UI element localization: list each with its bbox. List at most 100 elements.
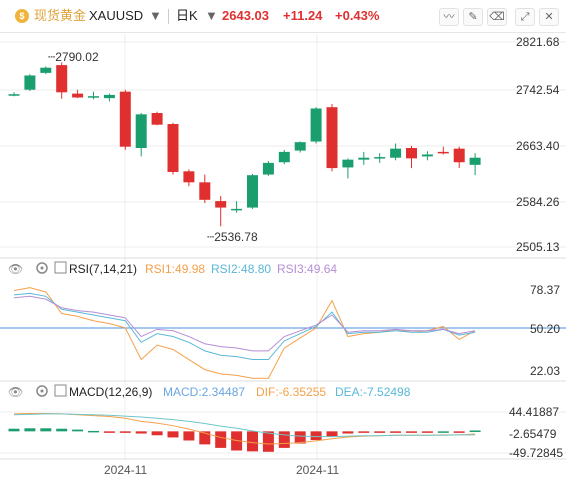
price-tick-label: 2742.54 xyxy=(516,83,560,97)
macd-histogram-bar xyxy=(56,428,68,432)
candle xyxy=(374,153,386,163)
candle xyxy=(358,151,370,165)
macd-grid xyxy=(0,411,566,454)
candle xyxy=(437,146,449,155)
candle-body xyxy=(469,157,481,165)
candle xyxy=(231,201,243,213)
candle xyxy=(119,89,131,150)
candle-body xyxy=(40,67,52,73)
candle xyxy=(88,91,99,100)
symbol-name[interactable]: 现货黄金 xyxy=(34,8,87,23)
candle xyxy=(262,160,274,176)
indicator-toggle-icon[interactable] xyxy=(54,261,67,274)
close-icon[interactable]: ✕ xyxy=(539,8,559,26)
time-tick-label: 2024-11 xyxy=(104,463,147,477)
macd-histogram-bar xyxy=(421,431,433,433)
candle-body xyxy=(326,107,338,169)
macd-histogram-bar xyxy=(8,428,20,432)
expand-icon[interactable]: ⤢ xyxy=(515,8,535,26)
candle-body xyxy=(183,171,195,183)
chevron-down-icon[interactable]: ▼ xyxy=(149,8,162,23)
candle-body xyxy=(167,124,179,172)
dea-line xyxy=(13,413,476,438)
macd-histogram-bar xyxy=(342,431,354,434)
rsi3-value: RSI3:49.64 xyxy=(277,262,337,276)
macd-header: 👁 MACD(12,26,9) MACD:2.34487 DIF:-6.3525… xyxy=(8,384,411,399)
ticker-symbol[interactable]: XAUUSD xyxy=(89,8,144,23)
line-chart-icon[interactable]: 〰 xyxy=(439,8,459,26)
last-price: 2643.03 xyxy=(222,8,269,23)
candle xyxy=(406,146,417,169)
candle xyxy=(199,174,211,204)
macd-histogram-bar xyxy=(247,431,258,452)
candles xyxy=(8,62,481,227)
candle-body xyxy=(199,182,211,200)
macd-histogram-bar xyxy=(374,431,386,433)
candle-body xyxy=(437,151,449,154)
chart-header: $ 现货黄金 XAUUSD ▼ 日K ▼ 2643.03 +11.24 +0.4… xyxy=(0,0,566,33)
candle-body xyxy=(342,159,354,168)
rsi-line-1 xyxy=(13,287,476,379)
candle-body xyxy=(310,108,322,142)
candle-body xyxy=(358,157,370,160)
macd-histogram-bar xyxy=(40,428,52,432)
macd-histogram-bar xyxy=(310,431,322,441)
macd-histogram-bar xyxy=(24,428,36,432)
rsi-tick-label: 22.03 xyxy=(530,364,560,378)
pencil-icon[interactable]: ✎ xyxy=(463,8,483,26)
price-tick-label: 2821.68 xyxy=(516,35,560,49)
rsi-header: 👁 RSI(7,14,21) RSI1:49.98 RSI2:48.80 RSI… xyxy=(8,261,337,276)
candle-body xyxy=(390,148,402,158)
macd-tick-label: -49.72845 xyxy=(509,446,563,460)
candle-body xyxy=(421,154,433,157)
macd-histogram-bar xyxy=(119,431,131,433)
candle xyxy=(390,143,402,161)
macd-histogram-bar xyxy=(406,431,417,433)
candle-body xyxy=(231,208,243,211)
macd-tick-label: 44.41887 xyxy=(509,405,559,419)
rsi2-value: RSI2:48.80 xyxy=(211,262,271,276)
candle-body xyxy=(119,91,131,147)
candle xyxy=(278,149,290,165)
candle-body xyxy=(294,142,306,151)
candle xyxy=(310,107,322,144)
macd-tick-label: -2.65479 xyxy=(509,427,557,441)
candle-body xyxy=(374,157,386,159)
divider xyxy=(168,9,169,24)
macd-title: MACD(12,26,9) xyxy=(69,385,152,399)
macd-histogram-bar xyxy=(72,429,84,432)
candle xyxy=(8,92,20,97)
candle-body xyxy=(278,151,290,163)
candle xyxy=(453,146,465,169)
macd-histogram-bar xyxy=(294,431,306,444)
rsi-title: RSI(7,14,21) xyxy=(69,262,137,276)
macd-histogram-bar xyxy=(453,431,465,433)
gear-icon[interactable] xyxy=(36,262,48,274)
candle xyxy=(40,66,52,75)
indicator-toggle-icon[interactable] xyxy=(54,384,67,397)
candle-body xyxy=(135,114,147,149)
macd-histogram-bar xyxy=(199,431,211,445)
rsi-lines xyxy=(13,287,476,379)
eye-icon[interactable]: 👁 xyxy=(8,385,23,399)
chevron-down-icon[interactable]: ▼ xyxy=(205,8,218,23)
candle-body xyxy=(247,175,258,208)
macd-histogram-bar xyxy=(183,431,195,441)
candle xyxy=(151,111,163,126)
candle-body xyxy=(24,75,36,90)
dif-line xyxy=(13,412,476,445)
candle-body xyxy=(262,162,274,175)
timeframe-selector[interactable]: 日K xyxy=(176,8,198,23)
high-price-label: ┄2790.02 xyxy=(48,50,99,64)
eraser-icon[interactable]: ⌫ xyxy=(487,8,507,26)
eye-icon[interactable]: 👁 xyxy=(8,262,23,276)
macd-histogram-bar xyxy=(390,431,402,433)
price-change: +11.24 xyxy=(283,8,323,23)
gear-icon[interactable] xyxy=(36,385,48,397)
dea-value: DEA:-7.52498 xyxy=(335,385,411,399)
candle xyxy=(24,74,36,92)
candle xyxy=(247,173,258,209)
price-change-percent: +0.43% xyxy=(335,8,380,23)
candle xyxy=(72,89,84,99)
